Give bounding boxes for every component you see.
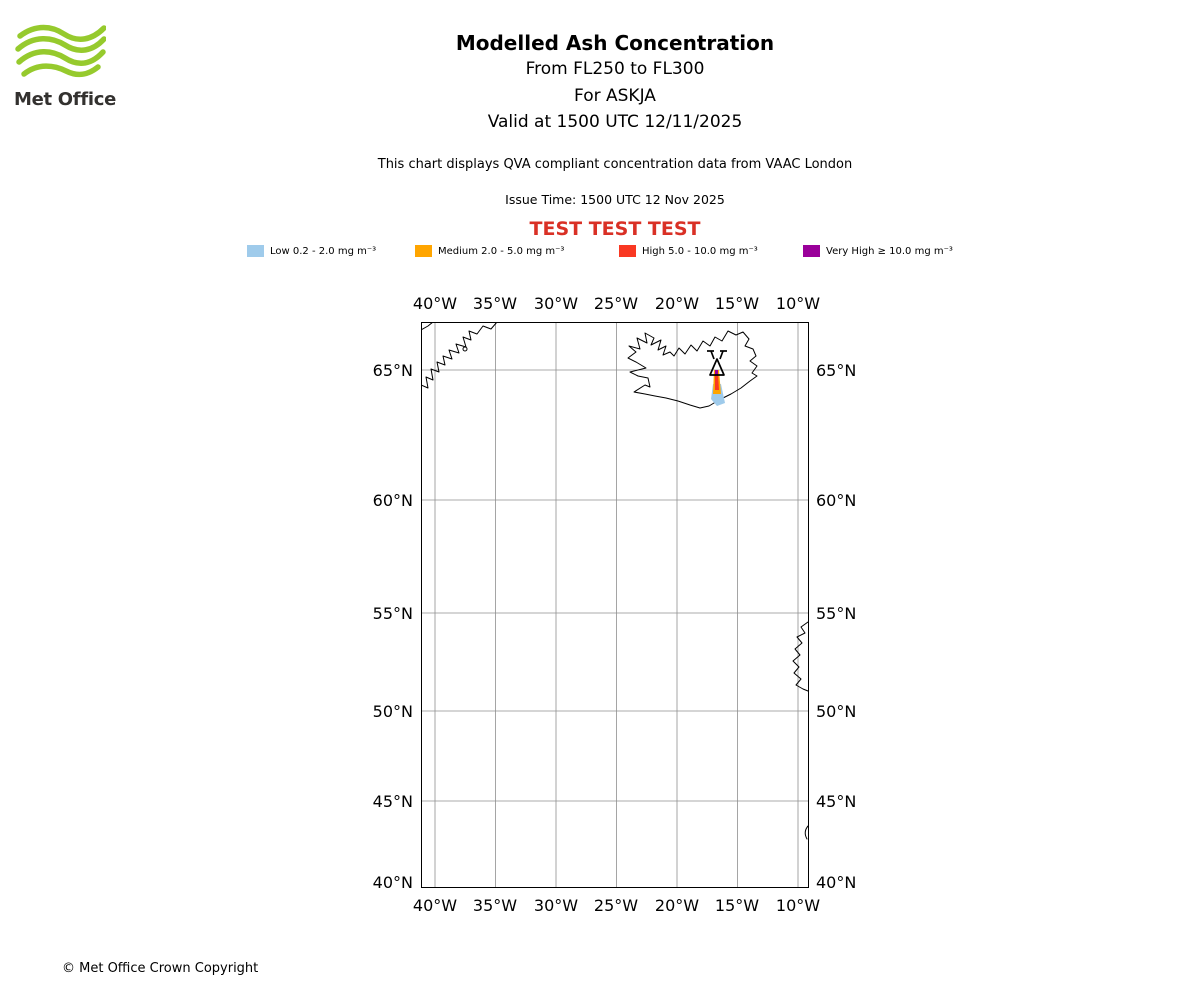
coastline-greenland: [421, 322, 498, 389]
x-tick-label-top: 10°W: [775, 294, 821, 313]
flight-level-subtitle: From FL250 to FL300: [525, 59, 705, 79]
y-tick-label-left: 55°N: [372, 604, 413, 623]
y-tick-label-left: 65°N: [372, 361, 413, 380]
legend-label-high: High 5.0 - 10.0 mg m⁻³: [642, 245, 758, 257]
y-tick-label-right: 55°N: [816, 604, 857, 623]
map-border: [421, 322, 809, 888]
legend-item-medium: Medium 2.0 - 5.0 mg m⁻³: [415, 245, 564, 257]
x-tick-label-bottom: 15°W: [714, 896, 760, 915]
legend-label-very-high: Very High ≥ 10.0 mg m⁻³: [826, 245, 953, 257]
issue-time: Issue Time: 1500 UTC 12 Nov 2025: [505, 191, 725, 207]
coastline-spain: [804, 825, 809, 840]
legend-label-medium: Medium 2.0 - 5.0 mg m⁻³: [438, 245, 565, 257]
y-tick-label-right: 65°N: [816, 361, 857, 380]
y-tick-label-left: 40°N: [372, 873, 413, 892]
y-tick-label-right: 45°N: [816, 792, 857, 811]
y-tick-label-left: 45°N: [372, 792, 413, 811]
y-tick-label-left: 50°N: [372, 702, 413, 721]
x-tick-label-top: 40°W: [412, 294, 458, 313]
legend-item-low: Low 0.2 - 2.0 mg m⁻³: [247, 245, 376, 257]
ash-contour-high: [715, 374, 719, 390]
legend-item-high: High 5.0 - 10.0 mg m⁻³: [619, 245, 758, 257]
x-tick-label-bottom: 20°W: [654, 896, 700, 915]
volcano-subtitle: For ASKJA: [574, 85, 656, 106]
x-tick-label-bottom: 30°W: [533, 896, 579, 915]
legend-swatch-high: [619, 245, 636, 257]
coastline-ireland: [792, 621, 809, 692]
x-tick-label-top: 25°W: [593, 294, 639, 313]
y-tick-label-left: 60°N: [372, 491, 413, 510]
x-tick-label-bottom: 25°W: [593, 896, 639, 915]
legend-swatch-medium: [415, 245, 432, 257]
ash-plume: [711, 370, 725, 406]
x-tick-label-top: 35°W: [472, 294, 518, 313]
legend-item-very-high: Very High ≥ 10.0 mg m⁻³: [803, 245, 953, 257]
met-office-logo-text: Met Office: [14, 89, 117, 110]
x-tick-label-bottom: 40°W: [412, 896, 458, 915]
x-tick-label-bottom: 35°W: [472, 896, 518, 915]
x-tick-label-top: 15°W: [714, 294, 760, 313]
valid-time-subtitle: Valid at 1500 UTC 12/11/2025: [487, 112, 743, 132]
met-office-logo: Met Office: [14, 22, 124, 110]
legend-swatch-low: [247, 245, 264, 257]
qva-description: This chart displays QVA compliant concen…: [377, 156, 853, 172]
y-tick-label-right: 40°N: [816, 873, 857, 892]
y-tick-label-right: 50°N: [816, 702, 857, 721]
coastline-greenland-corner: [421, 322, 434, 331]
x-tick-label-top: 20°W: [654, 294, 700, 313]
test-banner: TEST TEST TEST: [529, 217, 701, 240]
map-canvas: [421, 322, 809, 888]
y-tick-label-right: 60°N: [816, 491, 857, 510]
page-title: Modelled Ash Concentration: [455, 31, 775, 55]
volcano-eruption-icon: [707, 350, 727, 376]
coastline-iceland: [627, 330, 758, 409]
graticule-grid: [421, 322, 809, 888]
ash-contour-very-high: [715, 370, 718, 375]
legend-label-low: Low 0.2 - 2.0 mg m⁻³: [270, 245, 377, 257]
x-tick-label-top: 30°W: [533, 294, 579, 313]
header: Modelled Ash Concentration From FL250 to…: [30, 31, 1200, 240]
legend-swatch-very-high: [803, 245, 820, 257]
copyright-notice: © Met Office Crown Copyright: [62, 961, 259, 976]
coastline-island: [462, 346, 468, 352]
met-office-waves-icon: [15, 24, 107, 78]
x-tick-label-bottom: 10°W: [775, 896, 821, 915]
